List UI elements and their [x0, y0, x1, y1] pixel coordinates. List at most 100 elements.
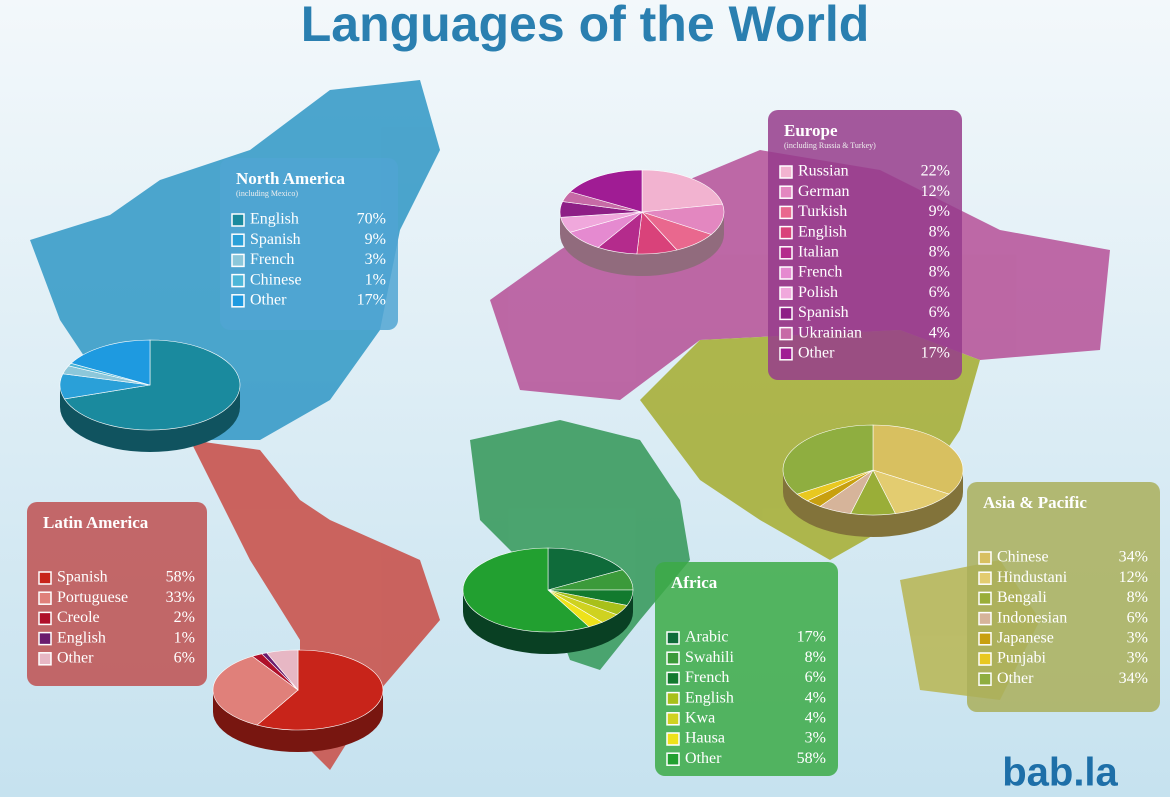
legend-value: 34%: [1119, 670, 1148, 687]
legend-swatch: [978, 652, 992, 666]
pie-slice: [70, 339, 151, 386]
legend-swatch: [38, 652, 52, 666]
legend-value: 17%: [357, 291, 386, 308]
legend-swatch: [779, 306, 793, 321]
legend-swatch: [666, 671, 680, 686]
legend-label: German: [798, 183, 850, 200]
box-title: Latin America: [43, 513, 149, 532]
legend-value: 6%: [174, 649, 195, 666]
legend-swatch: [779, 205, 793, 220]
legend-swatch: [779, 246, 793, 260]
legend-label: Swahili: [685, 649, 734, 666]
legend-swatch: [666, 732, 680, 746]
legend-value: 22%: [921, 163, 950, 180]
legend-label: French: [250, 251, 294, 268]
legend-value: 1%: [174, 629, 195, 646]
legend-label: Spanish: [798, 304, 849, 321]
legend-swatch: [231, 213, 245, 227]
legend-swatch: [38, 631, 52, 646]
box-title: Africa: [671, 573, 718, 592]
legend-label: Chinese: [997, 549, 1049, 566]
pie-slice: [212, 655, 299, 726]
legend-box: [768, 110, 962, 380]
legend-swatch: [779, 326, 793, 341]
legend-label: Hindustani: [997, 569, 1068, 586]
legend-box: [655, 562, 838, 776]
legend-value: 8%: [929, 243, 950, 260]
pie-slice: [266, 649, 299, 691]
legend-value: 58%: [166, 569, 195, 586]
legend-value: 12%: [921, 183, 950, 200]
pie-slice: [63, 339, 241, 431]
legend-swatch: [779, 165, 793, 179]
legend-value: 12%: [1119, 569, 1148, 586]
legend-value: 8%: [929, 223, 950, 240]
legend-label: Italian: [798, 243, 839, 260]
legend-value: 6%: [929, 304, 950, 321]
legend-label: Polish: [798, 284, 838, 301]
legend-value: 4%: [929, 324, 950, 341]
pie: [59, 339, 241, 452]
legend-swatch: [779, 185, 793, 199]
legend-label: Japanese: [997, 629, 1054, 646]
legend-box: [220, 158, 398, 330]
legend-swatch: [779, 266, 793, 280]
legend-swatch: [779, 347, 793, 361]
legend-swatch: [231, 294, 245, 308]
pie-slice: [641, 203, 725, 235]
legend-label: Kwa: [685, 709, 715, 726]
legend-label: Ukrainian: [798, 324, 862, 341]
legend-value: 9%: [365, 231, 386, 248]
pie-slice: [547, 547, 624, 591]
legend-swatch: [231, 253, 245, 268]
legend-value: 2%: [174, 609, 195, 626]
legend-value: 8%: [929, 264, 950, 281]
africa: [470, 420, 690, 670]
legend-swatch: [666, 631, 680, 645]
legend-swatch: [231, 233, 245, 247]
legend-value: 17%: [797, 629, 826, 646]
legend-label: Other: [685, 750, 722, 767]
legend-label: Indonesian: [997, 609, 1067, 626]
legend-swatch: [779, 225, 793, 240]
legend-swatch: [666, 752, 680, 766]
legend-value: 3%: [805, 730, 826, 747]
legend-label: Hausa: [685, 730, 725, 747]
legend-value: 34%: [1119, 549, 1148, 566]
legend-swatch: [978, 632, 992, 646]
legend-label: Punjabi: [997, 650, 1046, 667]
legend-label: Portuguese: [57, 589, 128, 606]
legend-swatch: [978, 551, 992, 565]
legend-value: 58%: [797, 750, 826, 767]
legend-value: 4%: [805, 709, 826, 726]
legend-box: [967, 482, 1160, 712]
legend-label: Other: [798, 344, 835, 361]
pie-slice: [569, 169, 643, 213]
legend-value: 3%: [1127, 650, 1148, 667]
pie-slice: [462, 547, 590, 633]
legend-label: English: [250, 211, 299, 228]
legend-value: 9%: [929, 203, 950, 220]
logo: bab.la: [1002, 751, 1118, 795]
pie: [782, 424, 964, 537]
pie: [559, 169, 725, 276]
legend-value: 33%: [166, 589, 195, 606]
legend-value: 17%: [921, 344, 950, 361]
legend-label: Bengali: [997, 589, 1047, 606]
legend-box: [27, 502, 207, 686]
legend-label: Spanish: [57, 569, 108, 586]
legend-label: Turkish: [798, 203, 847, 220]
pie-slice: [782, 424, 874, 495]
legend-swatch: [231, 273, 245, 288]
pie: [212, 649, 384, 752]
legend-label: Other: [250, 291, 287, 308]
box-title: Europe: [784, 121, 838, 140]
legend-value: 3%: [1127, 629, 1148, 646]
legend-label: Other: [57, 649, 94, 666]
legend-swatch: [978, 571, 992, 585]
main-title: Languages of the World: [301, 0, 870, 52]
legend-label: English: [798, 223, 847, 240]
box-subtitle: (including Russia & Turkey): [784, 141, 876, 150]
box-subtitle: (including Mexico): [236, 189, 298, 198]
